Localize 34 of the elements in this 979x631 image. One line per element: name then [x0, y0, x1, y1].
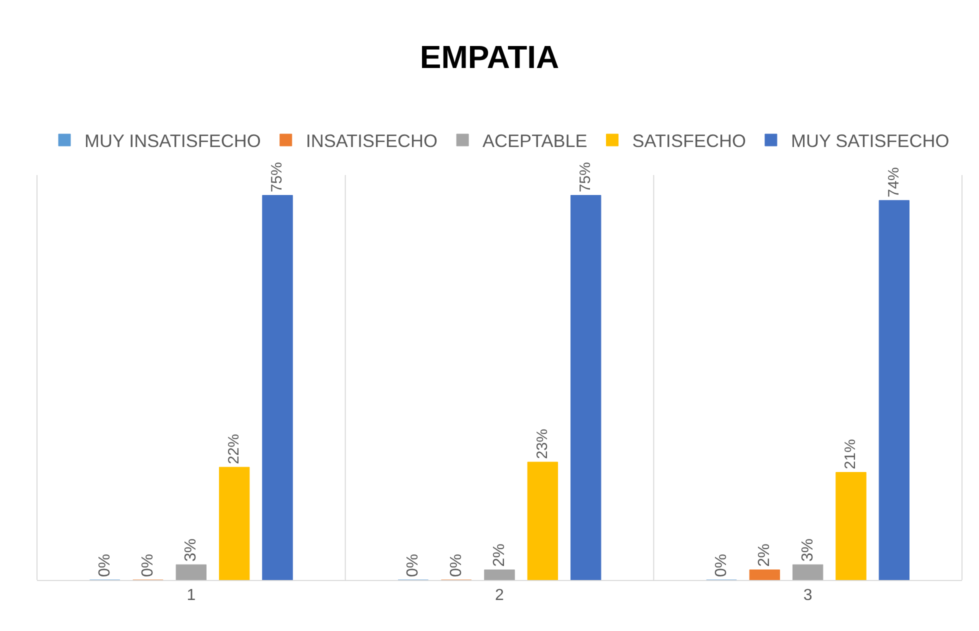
bar — [218, 466, 250, 580]
data-label: 0% — [448, 554, 465, 577]
x-tick-label: 3 — [803, 587, 812, 604]
bar — [176, 564, 207, 580]
data-label: 3% — [182, 538, 200, 562]
legend-label: INSATISFECHO — [306, 131, 438, 152]
data-label: 0% — [140, 554, 156, 577]
legend-label: MUY SATISFECHO — [790, 131, 950, 152]
data-label: 0% — [96, 554, 114, 577]
data-label: 0% — [404, 554, 422, 577]
data-label: 2% — [756, 544, 774, 567]
bar — [570, 195, 602, 580]
data-label: 3% — [799, 538, 816, 562]
bar — [792, 564, 824, 580]
bar — [836, 472, 866, 580]
bar — [484, 569, 515, 580]
x-tick-label: 2 — [495, 587, 504, 604]
data-label: 23% — [534, 428, 551, 459]
data-label: 2% — [491, 544, 508, 567]
x-tick-label: 1 — [186, 587, 196, 604]
chart-title: EMPATIA — [420, 38, 560, 75]
bar — [749, 569, 780, 580]
data-label: 21% — [842, 439, 860, 470]
data-label: 0% — [713, 554, 730, 577]
bar — [262, 195, 293, 580]
data-label: 75% — [577, 162, 594, 192]
bar — [527, 462, 558, 580]
legend-label: ACEPTABLE — [482, 131, 588, 152]
bar — [878, 200, 910, 580]
legend-label: SATISFECHO — [632, 131, 746, 152]
data-label: 22% — [226, 434, 243, 464]
legend-label: MUY INSATISFECHO — [84, 131, 261, 152]
data-label: 75% — [268, 162, 286, 192]
data-label: 74% — [885, 167, 902, 198]
